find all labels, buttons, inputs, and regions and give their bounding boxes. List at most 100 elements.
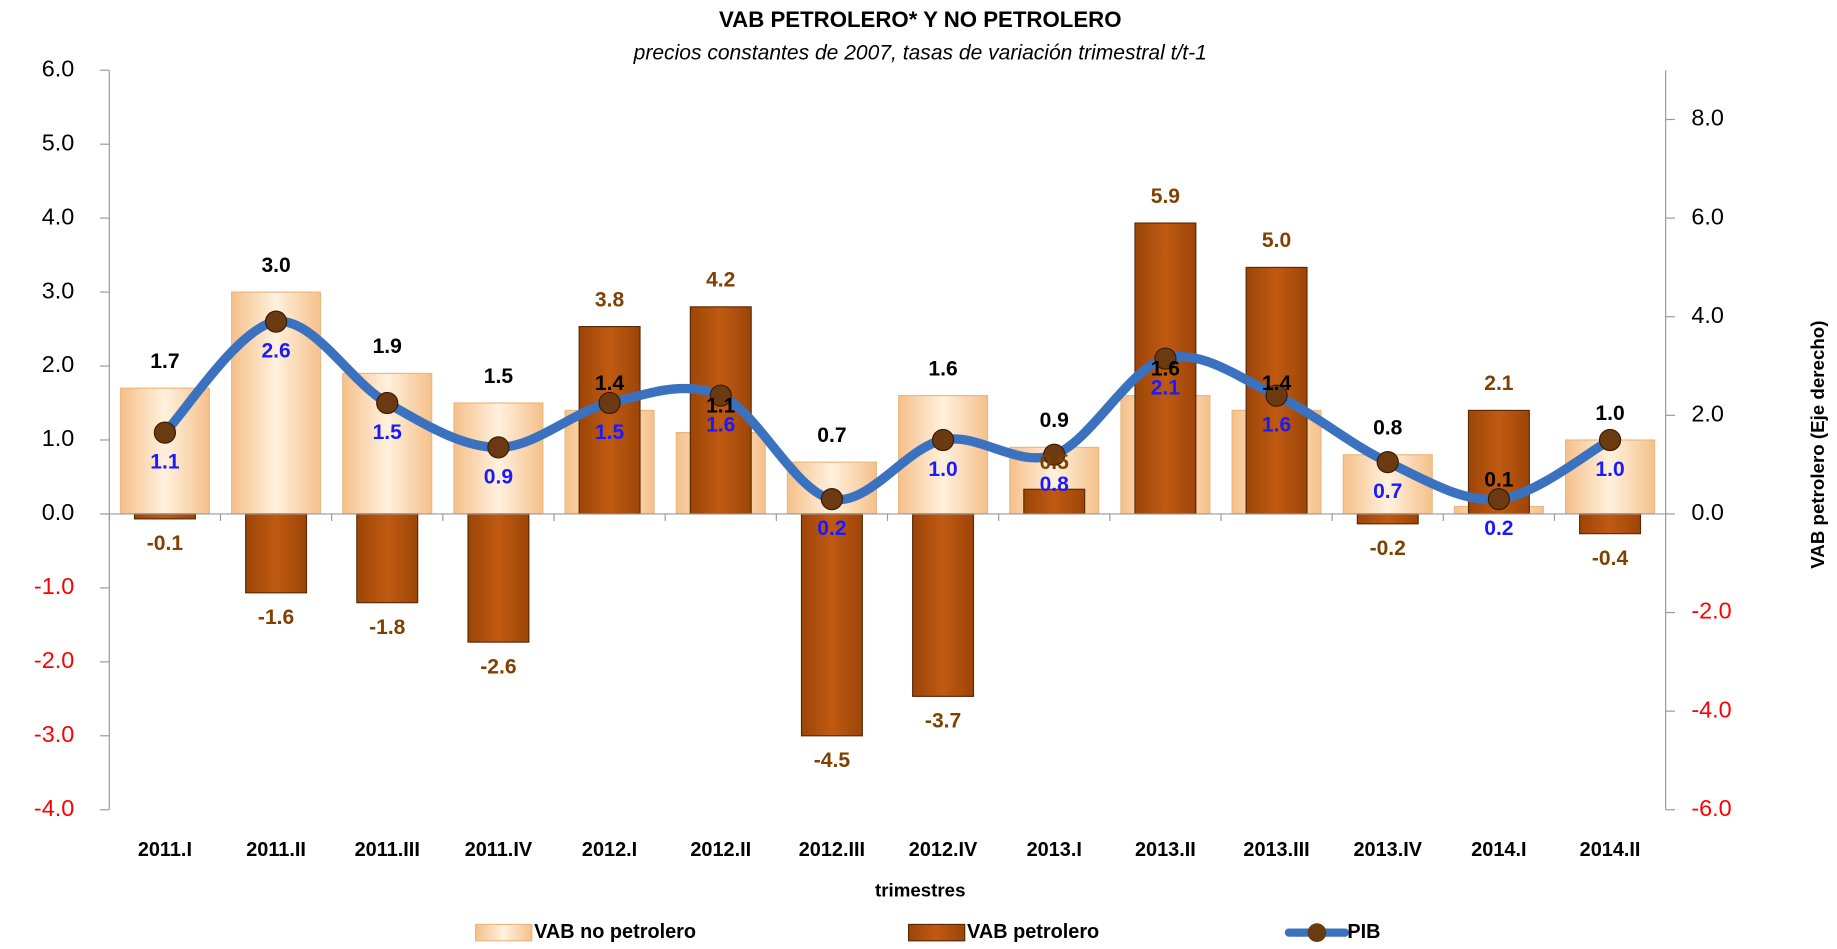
- data-label: -0.1: [147, 532, 184, 555]
- data-label: -1.8: [369, 616, 406, 639]
- x-tick-label: 2011.IV: [465, 839, 533, 861]
- y-tick-label: -3.0: [34, 721, 74, 747]
- bar: [468, 514, 529, 642]
- bar: [913, 514, 974, 696]
- data-label: 2.6: [261, 340, 290, 363]
- data-label: 1.5: [484, 365, 514, 388]
- marker: [933, 429, 954, 450]
- data-label: 1.0: [928, 458, 957, 481]
- marker: [154, 422, 175, 443]
- marker: [266, 311, 287, 332]
- y-tick-label: 6.0: [42, 55, 75, 81]
- y-tick-label: 3.0: [42, 277, 75, 303]
- data-label: 0.7: [1373, 480, 1402, 503]
- data-label: 1.4: [595, 372, 625, 395]
- legend-label: VAB no petrolero: [534, 921, 696, 943]
- marker: [488, 437, 509, 458]
- x-tick-label: 2011.III: [355, 839, 420, 861]
- data-label: 0.5: [1040, 451, 1070, 474]
- data-label: 1.5: [373, 421, 403, 444]
- data-label: 1.9: [373, 335, 402, 358]
- legend-marker: [1308, 923, 1327, 942]
- legend-swatch: [476, 924, 532, 940]
- data-label: 0.9: [484, 465, 513, 488]
- marker: [377, 392, 398, 413]
- y2-tick-label: 4.0: [1691, 302, 1724, 328]
- y2-tick-label: 2.0: [1691, 401, 1724, 427]
- x-tick-label: 2012.IV: [909, 839, 978, 861]
- page: {"chart_data": { "type": "bar-line", "ti…: [0, 0, 1837, 949]
- y2-tick-label: 6.0: [1691, 203, 1724, 229]
- y-tick-label: -1.0: [34, 573, 74, 599]
- data-label: 0.2: [1484, 517, 1513, 540]
- marker: [1377, 452, 1398, 473]
- chart: VAB PETROLERO* Y NO PETROLERO precios co…: [0, 0, 1837, 949]
- data-label: -3.7: [925, 710, 961, 733]
- y-tick-label: 5.0: [42, 129, 75, 155]
- data-label: 1.6: [1262, 414, 1291, 437]
- x-tick-label: 2013.III: [1243, 839, 1309, 861]
- data-label: -0.2: [1370, 537, 1406, 560]
- bar: [801, 514, 862, 736]
- marker: [1488, 489, 1509, 510]
- data-label: 1.5: [595, 421, 625, 444]
- y-tick-label: 4.0: [42, 203, 75, 229]
- bar: [246, 514, 307, 593]
- x-tick-label: 2012.I: [582, 839, 637, 861]
- x-tick-label: 2012.II: [690, 839, 751, 861]
- data-label: 3.0: [261, 254, 290, 277]
- bar: [134, 514, 195, 519]
- data-label: 4.2: [706, 269, 735, 292]
- legend-swatch: [909, 924, 965, 940]
- y-tick-label: 2.0: [42, 351, 75, 377]
- bar: [1357, 514, 1418, 524]
- bar: [357, 514, 418, 603]
- y2-tick-label: -2.0: [1691, 598, 1731, 624]
- data-label: -4.5: [814, 749, 851, 772]
- data-label: 0.1: [1484, 468, 1514, 491]
- x-tick-label: 2014.II: [1580, 839, 1641, 861]
- y2-tick-label: 8.0: [1691, 105, 1724, 131]
- x-tick-label: 2011.I: [138, 839, 192, 861]
- y-tick-label: -2.0: [34, 647, 74, 673]
- x-axis-label: trimestres: [875, 880, 966, 901]
- data-label: 1.1: [150, 451, 180, 474]
- x-tick-label: 2013.II: [1135, 839, 1196, 861]
- data-label: 2.1: [1484, 372, 1514, 395]
- bar: [1580, 514, 1641, 534]
- y-tick-label: -4.0: [34, 795, 74, 821]
- data-label: 1.0: [1595, 458, 1624, 481]
- x-tick-label: 2013.I: [1027, 839, 1082, 861]
- data-label: 0.2: [817, 517, 846, 540]
- data-label: 1.6: [706, 414, 735, 437]
- legend-label: VAB petrolero: [967, 921, 1099, 943]
- data-label: 0.7: [817, 424, 846, 447]
- chart-subtitle: precios constantes de 2007, tasas de var…: [633, 41, 1207, 64]
- y2-tick-label: -4.0: [1691, 696, 1731, 722]
- data-label: 0.9: [1040, 409, 1069, 432]
- y2-tick-label: 0.0: [1691, 499, 1724, 525]
- x-tick-label: 2013.IV: [1353, 839, 1422, 861]
- y-tick-label: 0.0: [42, 499, 75, 525]
- marker: [599, 392, 620, 413]
- data-label: 0.8: [1373, 417, 1403, 440]
- y2-tick-label: -6.0: [1691, 795, 1731, 821]
- marker: [1600, 429, 1621, 450]
- data-label: 1.0: [1595, 402, 1624, 425]
- data-label: 1.4: [1262, 372, 1292, 395]
- data-label: 0.8: [1040, 473, 1070, 496]
- data-label: -1.6: [258, 606, 294, 629]
- x-tick-label: 2014.I: [1471, 839, 1526, 861]
- data-label: 5.0: [1262, 229, 1291, 252]
- data-label: 1.7: [150, 350, 179, 373]
- data-label: -0.4: [1592, 547, 1629, 570]
- y2-axis-label: VAB petrolero (Eje derecho): [1807, 321, 1828, 569]
- data-label: -2.6: [480, 655, 516, 678]
- marker: [821, 489, 842, 510]
- data-label: 5.9: [1151, 185, 1180, 208]
- x-tick-label: 2011.II: [246, 839, 306, 861]
- data-label: 3.8: [595, 288, 625, 311]
- x-tick-label: 2012.III: [799, 839, 865, 861]
- data-label: 2.1: [1151, 377, 1181, 400]
- data-label: 1.6: [928, 357, 957, 380]
